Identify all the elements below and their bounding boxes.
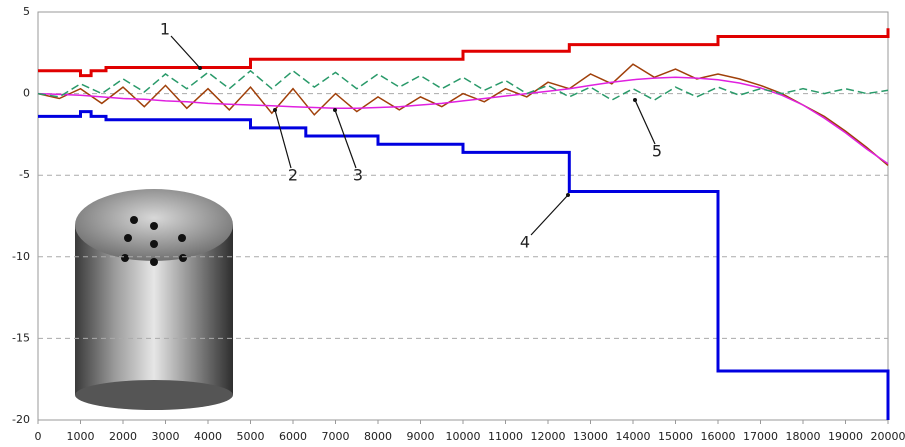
annotation-label: 4: [520, 233, 530, 252]
series-line: [38, 28, 890, 78]
x-tick-label: 6000: [279, 430, 307, 443]
x-tick-label: 19000: [828, 430, 863, 443]
annotation-arrow-head: [633, 98, 637, 102]
x-tick-label: 8000: [364, 430, 392, 443]
y-tick-label: 5: [23, 5, 30, 18]
annotation-arrow: [634, 99, 656, 145]
y-tick-label: -20: [12, 413, 30, 426]
series-line: [38, 110, 890, 420]
x-tick-label: 9000: [407, 430, 435, 443]
series-line: [37, 63, 889, 166]
annotation-arrow-head: [333, 108, 337, 112]
x-tick-label: 15000: [658, 430, 693, 443]
x-tick-label: 2000: [109, 430, 137, 443]
x-tick-label: 14000: [616, 430, 651, 443]
x-tick-label: 17000: [743, 430, 778, 443]
y-tick-label: -5: [19, 168, 30, 181]
x-tick-label: 4000: [194, 430, 222, 443]
x-tick-label: 10000: [446, 430, 481, 443]
x-tick-label: 11000: [488, 430, 523, 443]
y-tick-label: -15: [12, 331, 30, 344]
series-line: [37, 76, 889, 165]
x-tick-label: 20000: [871, 430, 905, 443]
x-tick-label: 5000: [237, 430, 265, 443]
annotation-arrow: [530, 194, 569, 236]
annotation-arrow: [334, 109, 357, 169]
annotation-arrow: [274, 109, 292, 169]
annotation-label: 2: [288, 166, 298, 185]
y-tick-label: 0: [23, 87, 30, 100]
annotation-arrow: [170, 35, 201, 69]
annotation-arrow-head: [273, 108, 277, 112]
annotation-label: 1: [160, 20, 170, 39]
annotation-label: 3: [353, 166, 363, 185]
microphone-photo: [75, 189, 233, 410]
annotation-arrow-head: [198, 66, 202, 70]
x-tick-label: 18000: [786, 430, 821, 443]
x-tick-label: 3000: [152, 430, 180, 443]
annotation-arrow-head: [566, 193, 570, 197]
annotation-label: 5: [652, 142, 662, 161]
x-tick-label: 13000: [573, 430, 608, 443]
series-line: [37, 69, 889, 101]
y-tick-label: -10: [12, 250, 30, 263]
x-tick-label: 12000: [531, 430, 566, 443]
x-tick-label: 0: [35, 430, 42, 443]
x-tick-label: 7000: [322, 430, 350, 443]
x-tick-label: 16000: [701, 430, 736, 443]
x-tick-label: 1000: [67, 430, 95, 443]
